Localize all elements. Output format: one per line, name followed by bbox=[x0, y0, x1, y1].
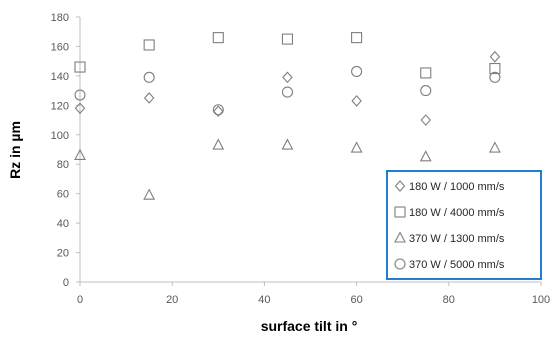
y-tick-label: 140 bbox=[51, 71, 69, 83]
square-point bbox=[212, 32, 224, 44]
x-tick-label: 100 bbox=[532, 294, 550, 306]
circle-point bbox=[74, 89, 86, 101]
legend-marker-diamond bbox=[394, 180, 406, 192]
series-square bbox=[74, 32, 501, 79]
y-tick-label: 40 bbox=[57, 218, 69, 230]
diamond-point bbox=[351, 95, 362, 107]
triangle-point bbox=[212, 138, 225, 150]
y-tick-label: 120 bbox=[51, 100, 69, 112]
legend: 180 W / 1000 mm/s 180 W / 4000 mm/s 370 W … bbox=[386, 170, 542, 280]
legend-marker-triangle bbox=[394, 231, 406, 243]
series-circle bbox=[74, 65, 501, 116]
x-axis-title: surface tilt in ° bbox=[261, 318, 358, 334]
triangle-point bbox=[143, 188, 156, 200]
triangle-point bbox=[488, 141, 501, 153]
triangle-point bbox=[419, 150, 432, 162]
x-tick-label: 20 bbox=[166, 294, 178, 306]
square-point bbox=[351, 32, 363, 44]
x-tick-label: 0 bbox=[77, 294, 83, 306]
triangle-point bbox=[74, 148, 86, 160]
y-axis-title: Rz in µm bbox=[7, 121, 23, 179]
legend-label: 180 W / 1000 mm/s bbox=[409, 181, 505, 193]
circle-point bbox=[212, 104, 224, 116]
legend-marker-square bbox=[394, 206, 406, 218]
diamond-point bbox=[420, 114, 431, 126]
diamond-point bbox=[489, 50, 501, 63]
x-tick-label: 40 bbox=[258, 294, 270, 306]
y-tick-label: 20 bbox=[57, 248, 69, 260]
square-point bbox=[420, 67, 432, 79]
circle-point bbox=[281, 86, 294, 98]
legend-label: 180 W / 4000 mm/s bbox=[409, 207, 505, 219]
y-tick-label: 100 bbox=[51, 130, 69, 142]
series-diamond bbox=[74, 50, 501, 126]
circle-point bbox=[143, 71, 155, 83]
x-tick-label: 80 bbox=[443, 294, 455, 306]
legend-label: 370 W / 5000 mm/s bbox=[409, 259, 505, 271]
y-tick-label: 80 bbox=[57, 159, 69, 171]
triangle-point bbox=[281, 138, 294, 150]
y-tick-label: 0 bbox=[63, 277, 69, 289]
data-points bbox=[74, 32, 501, 200]
square-point bbox=[143, 39, 155, 51]
legend-label: 370 W / 1300 mm/s bbox=[409, 233, 505, 245]
series-triangle bbox=[74, 138, 501, 200]
circle-point bbox=[351, 65, 363, 78]
diamond-point bbox=[282, 71, 293, 84]
diamond-point bbox=[74, 102, 86, 115]
tick-labels: 0 20 40 60 80 100 120 140 160 180 0 20 40 60 80 100 bbox=[51, 12, 551, 306]
square-point bbox=[281, 33, 294, 45]
circle-point bbox=[489, 71, 501, 83]
legend-box bbox=[386, 170, 542, 280]
triangle-point bbox=[350, 141, 363, 153]
circle-point bbox=[420, 85, 432, 97]
y-tick-label: 160 bbox=[51, 41, 69, 53]
x-tick-label: 60 bbox=[350, 294, 362, 306]
legend-marker-circle bbox=[394, 258, 406, 270]
square-point bbox=[74, 61, 86, 73]
y-tick-label: 180 bbox=[51, 12, 69, 24]
legend-items: 180 W / 1000 mm/s 180 W / 4000 mm/s 370 W … bbox=[394, 180, 505, 271]
y-tick-label: 60 bbox=[57, 189, 69, 201]
diamond-point bbox=[143, 92, 155, 104]
square-point bbox=[489, 62, 501, 75]
diamond-point bbox=[213, 105, 224, 118]
